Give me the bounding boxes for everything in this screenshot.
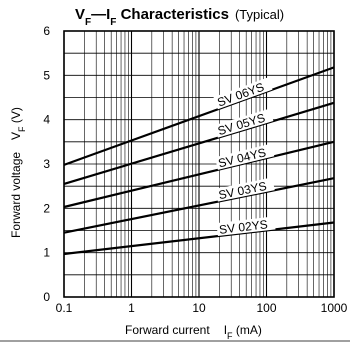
- series-label-bg: [214, 143, 275, 170]
- series-line-sv-05ys: [63, 101, 335, 186]
- series-label-bg: [214, 108, 274, 138]
- series-label-group: SV 05YS: [214, 108, 274, 138]
- series-label: SV 02YS: [218, 217, 268, 237]
- x-tick-label: 0.1: [56, 301, 73, 315]
- y-tick-label: 2: [43, 201, 50, 215]
- series-label-bg: [215, 177, 275, 202]
- series-label-group: SV 02YS: [216, 216, 276, 237]
- x-tick-label: 1: [128, 301, 135, 315]
- x-tick-label: 1000: [321, 301, 348, 315]
- tick-labels: 0.1 1 10 100 1000 0 1 2 3 4 5 6: [43, 24, 347, 315]
- y-tick-label: 6: [43, 24, 50, 38]
- series-line-sv-06ys: [63, 66, 335, 166]
- y-tick-label: 1: [43, 246, 50, 260]
- x-tick-label: 100: [256, 301, 276, 315]
- series-label-bg: [216, 216, 276, 237]
- series-label-group: SV 04YS: [214, 143, 275, 170]
- x-axis-title: Forward current IF (mA): [125, 323, 262, 341]
- series-line-sv-03ys: [63, 177, 335, 234]
- y-tick-label: 4: [43, 113, 50, 127]
- series-label: SV 05YS: [216, 111, 267, 138]
- series-label: SV 06YS: [215, 80, 266, 110]
- series-line-sv-04ys: [63, 140, 335, 209]
- y-tick-label: 0: [43, 290, 50, 304]
- y-axis-title: Forward voltageVF (V): [9, 107, 27, 238]
- y-tick-label: 3: [43, 157, 50, 171]
- series-label-bg: [213, 77, 273, 110]
- series-lines: [63, 66, 335, 256]
- x-tick-label: 10: [192, 301, 206, 315]
- y-tick-label: 5: [43, 68, 50, 82]
- series-line-sv-02ys: [63, 221, 335, 256]
- grid: [63, 30, 335, 298]
- chart-title: VF—IF Characteristics (Typical): [75, 6, 284, 28]
